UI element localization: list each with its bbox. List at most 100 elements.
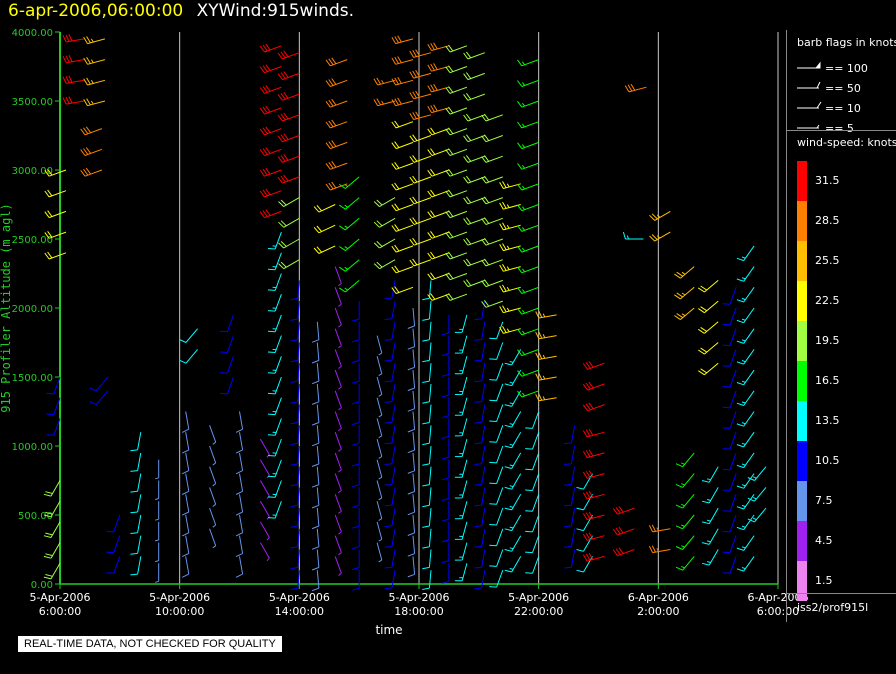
speed-bin-label: 10.5 [815, 454, 840, 467]
wind-barb [181, 452, 190, 475]
wind-barb [736, 411, 755, 427]
wind-barb [373, 238, 396, 249]
wind-barb [130, 556, 142, 576]
wind-barb [311, 570, 320, 592]
wind-barb [722, 432, 737, 450]
wind-barb [290, 383, 300, 404]
wind-barb [582, 381, 605, 391]
wind-barb [422, 487, 432, 508]
wind-barb [259, 43, 282, 53]
wind-barb [736, 266, 755, 282]
y-tick-label: 0.00 [31, 580, 53, 591]
wind-barb [83, 77, 106, 86]
wind-barb [384, 425, 396, 445]
speed-bin-label: 31.5 [815, 174, 840, 187]
wind-barb [474, 363, 486, 383]
wind-barb [352, 487, 360, 508]
wind-barb [517, 121, 539, 129]
speed-bin-label: 28.5 [815, 214, 840, 227]
wind-barb [352, 466, 360, 488]
wind-barb [427, 148, 450, 156]
wind-barb [334, 494, 342, 514]
y-tick-label: 1000.00 [12, 442, 53, 453]
wind-barb [235, 556, 244, 578]
wind-barb [736, 390, 755, 406]
wind-barb [267, 314, 282, 333]
barb-legend-item: == 5 [797, 122, 854, 135]
wind-barb [409, 49, 432, 58]
legend-panel: barb flags in knots == 100 == 50 == 10 == 5… [786, 30, 896, 622]
wind-barb [564, 528, 576, 548]
wind-barb [277, 133, 300, 143]
wind-barb [209, 445, 217, 466]
wind-barb [675, 556, 695, 571]
barb-legend: == 100 == 50 == 10 == 5 [797, 61, 868, 135]
y-tick-label: 4000.00 [12, 28, 53, 39]
wind-barb [130, 514, 142, 534]
wind-barb [445, 251, 468, 260]
wind-barb [277, 174, 300, 184]
wind-barb [736, 494, 755, 510]
wind-barb [334, 411, 342, 432]
wind-barb [422, 466, 432, 487]
speed-bin-label: 16.5 [815, 374, 840, 387]
wind-barb [209, 487, 217, 507]
wind-barb [422, 549, 432, 570]
wind-barb [489, 342, 504, 360]
barb-legend-item: == 50 [797, 81, 861, 95]
wind-barb [722, 349, 737, 367]
wind-barb [422, 342, 432, 363]
wind-barb [427, 63, 450, 72]
wind-barb [209, 425, 217, 445]
wind-barb [290, 321, 300, 342]
wind-barb [376, 542, 383, 563]
wind-barb [130, 432, 142, 452]
wind-barb [463, 134, 485, 143]
wind-barb [454, 438, 468, 458]
wind-barb [44, 210, 67, 219]
wind-barb [209, 466, 217, 487]
wind-barb [384, 508, 396, 528]
x-tick-date: 5-Apr-2006 [149, 591, 210, 604]
wind-barb [235, 535, 244, 558]
wind-barb [517, 328, 539, 336]
wind-barb [267, 376, 282, 395]
wind-barb [290, 280, 300, 301]
x-tick-time: 14:00:00 [275, 605, 324, 618]
wind-barb [311, 508, 320, 530]
wind-barb [181, 535, 190, 558]
wind-barb [80, 126, 103, 136]
speed-bin-label: 1.5 [815, 574, 833, 587]
x-tick-time: 6:00:00 [757, 605, 799, 618]
wind-barb [463, 51, 485, 60]
wind-barb [384, 383, 396, 403]
wind-barb [441, 480, 450, 501]
speed-color-swatch [797, 401, 807, 441]
wind-barb [427, 127, 450, 136]
y-tick-label: 3000.00 [12, 166, 53, 177]
wind-barb [525, 556, 540, 574]
wind-barb [445, 44, 468, 53]
wind-barb [325, 140, 348, 150]
wind-barb [441, 439, 450, 460]
wind-barb [409, 155, 432, 163]
wind-barb [407, 494, 416, 516]
wind-barb [422, 321, 432, 342]
wind-barb [612, 506, 635, 515]
wind-barb [582, 511, 605, 521]
speed-color-swatch [797, 281, 807, 321]
x-tick-time: 18:00:00 [394, 605, 443, 618]
wind-barb [220, 376, 234, 395]
wind-barb [675, 452, 695, 468]
wind-barb [407, 349, 416, 371]
wind-barb [698, 300, 719, 314]
wind-barb [43, 521, 61, 538]
wind-barb [675, 535, 695, 550]
wind-barb [352, 528, 360, 550]
speed-color-swatch [797, 561, 807, 601]
wind-barb [89, 390, 109, 406]
speed-color-swatch [797, 241, 807, 281]
wind-barb [698, 280, 719, 293]
wind-barb [259, 64, 282, 74]
wind-barb [422, 280, 432, 301]
